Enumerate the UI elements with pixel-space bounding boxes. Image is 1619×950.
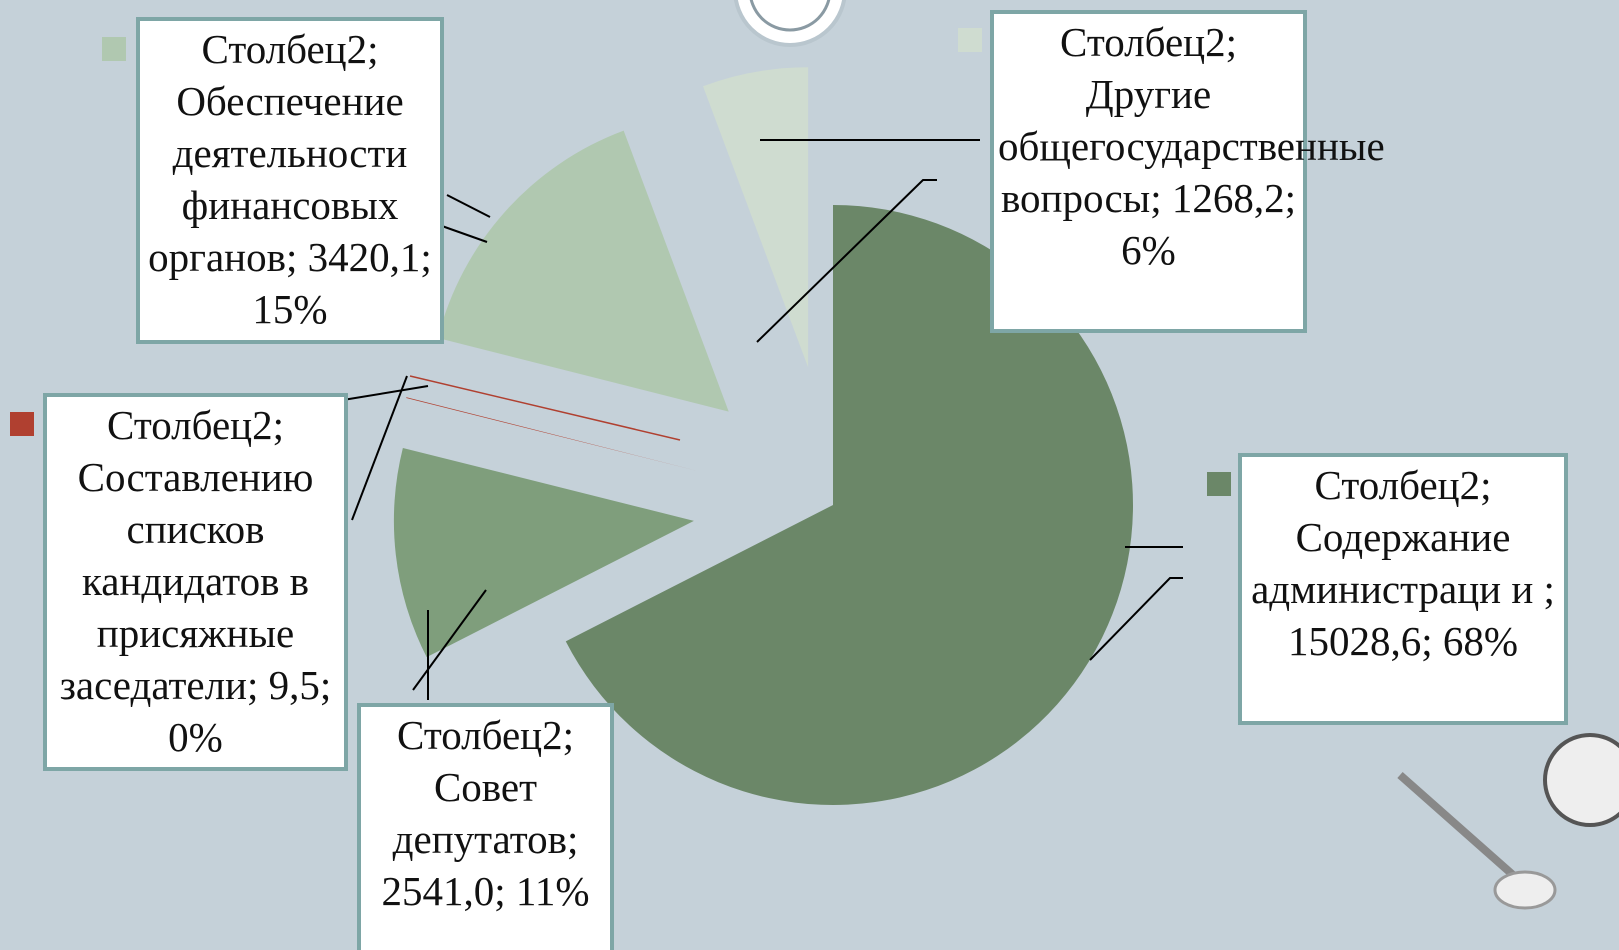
leader-line <box>409 375 681 441</box>
value-label: 1268,2 <box>1171 175 1285 221</box>
percent-label: 15% <box>252 286 328 332</box>
category: Составлению списков кандидатов в присяжн… <box>59 454 314 708</box>
legend-key <box>1207 472 1231 496</box>
pie-slice <box>565 205 1133 806</box>
leader-lines <box>342 139 1183 700</box>
separator: ; <box>1225 19 1237 65</box>
data-label: Столбец2; Совет депутатов; 2541,0; 11% <box>357 703 614 950</box>
legend-key <box>102 37 126 61</box>
pie-slice <box>406 397 698 471</box>
separator: ; <box>1421 618 1443 664</box>
category: Другие общегосударственные вопросы <box>998 71 1385 221</box>
separator: ; <box>1480 462 1492 508</box>
legend-key <box>10 412 34 436</box>
value-label: 3420,1 <box>307 234 421 280</box>
pie-slice <box>437 130 729 412</box>
series-name: Столбец2 <box>1314 462 1481 508</box>
pie-slice <box>393 447 694 658</box>
series-name: Столбец2 <box>397 712 563 758</box>
category: Содержание администраци и <box>1251 514 1544 612</box>
separator: ; <box>319 662 332 708</box>
separator: ; <box>272 402 284 448</box>
series-name: Столбец2 <box>1060 19 1226 65</box>
series-name: Столбец2 <box>107 402 273 448</box>
pie <box>393 67 1133 806</box>
separator: ; <box>562 712 574 758</box>
value-label: 2541,0 <box>381 868 495 914</box>
separator: ; <box>566 816 579 862</box>
data-label: Столбец2; Другие общегосударственные воп… <box>990 10 1385 333</box>
pie-slice <box>703 67 809 368</box>
figure <box>1397 733 1619 910</box>
separator: ; <box>1543 566 1555 612</box>
separator: ; <box>494 868 516 914</box>
data-label: Столбец2; Составлению списков кандидатов… <box>43 393 348 771</box>
separator: ; <box>286 234 308 280</box>
series-name: Столбец2 <box>201 26 368 72</box>
separator: ; <box>1284 175 1297 221</box>
separator: ; <box>1150 175 1172 221</box>
separator: ; <box>246 662 269 708</box>
percent-label: 6% <box>1121 227 1176 273</box>
separator: ; <box>367 26 379 72</box>
percent-label: 11% <box>515 868 590 914</box>
category: Совет депутатов <box>392 764 567 862</box>
decoration <box>733 0 847 47</box>
category: Обеспечение деятельности финансовых орга… <box>148 78 408 280</box>
value-label: 15028,6 <box>1287 618 1422 664</box>
data-label: Столбец2; Содержание администраци и ; 15… <box>1238 453 1568 725</box>
separator: ; <box>420 234 432 280</box>
legend-key <box>958 28 982 52</box>
percent-label: 0% <box>168 714 223 760</box>
percent-label: 68% <box>1442 618 1519 664</box>
value-label: 9,5 <box>268 662 320 708</box>
data-label: Столбец2; Обеспечение деятельности финан… <box>136 17 444 344</box>
decoration <box>749 0 831 32</box>
